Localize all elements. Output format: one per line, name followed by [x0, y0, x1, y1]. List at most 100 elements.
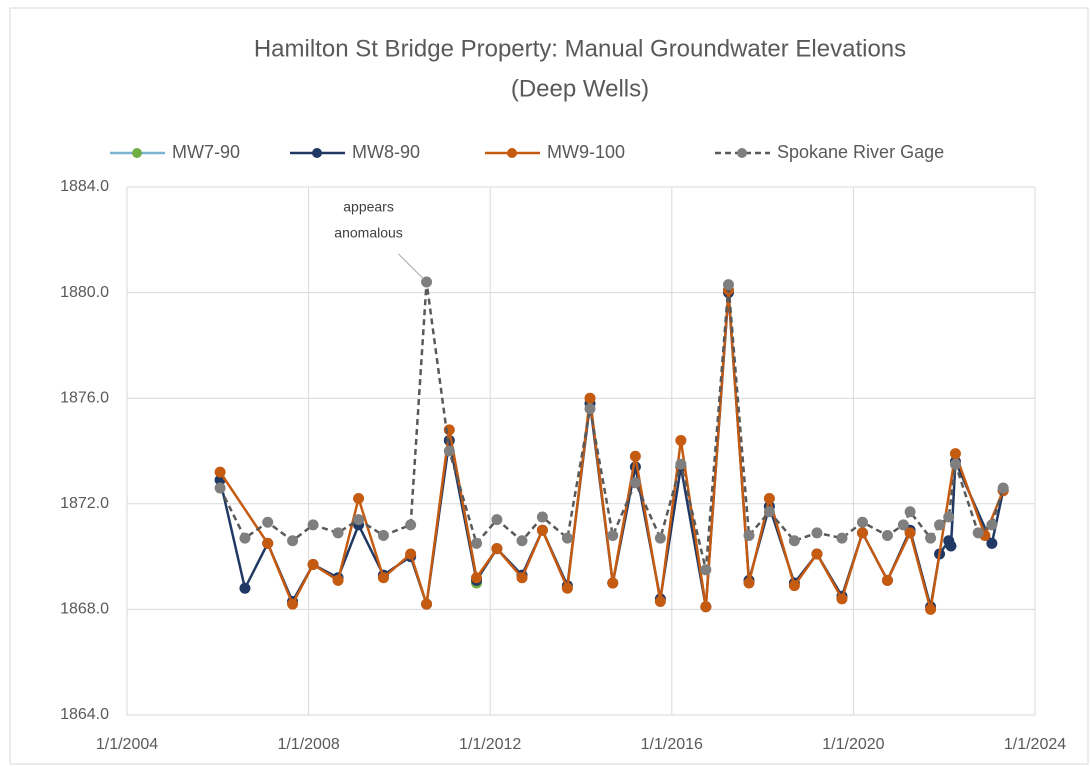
- data-point: [763, 493, 775, 505]
- legend-marker: [312, 148, 322, 158]
- legend-label: Spokane River Gage: [777, 142, 944, 162]
- data-point: [743, 529, 755, 541]
- data-point: [654, 532, 666, 544]
- data-point: [516, 535, 528, 547]
- data-point: [949, 448, 961, 460]
- x-tick-label: 1/1/2012: [459, 736, 521, 753]
- data-point: [607, 577, 619, 589]
- legend-marker: [737, 148, 747, 158]
- data-point: [788, 535, 800, 547]
- y-tick-label: 1868.0: [60, 601, 109, 618]
- data-point: [471, 537, 483, 549]
- x-tick-label: 1/1/2016: [641, 736, 703, 753]
- x-tick-label: 1/1/2020: [822, 736, 884, 753]
- series-line: [219, 289, 1005, 610]
- data-point: [239, 532, 251, 544]
- data-point: [287, 598, 299, 610]
- data-point: [629, 450, 641, 462]
- data-point: [836, 593, 848, 605]
- data-point: [536, 524, 548, 536]
- data-point: [836, 532, 848, 544]
- data-point: [904, 506, 916, 518]
- chart-title: (Deep Wells): [511, 75, 649, 102]
- y-tick-label: 1864.0: [60, 706, 109, 723]
- chart-frame: [9, 7, 1089, 765]
- data-point: [904, 527, 916, 539]
- data-point: [443, 445, 455, 457]
- data-point: [421, 598, 433, 610]
- data-point: [700, 564, 712, 576]
- data-point: [405, 519, 417, 531]
- data-point: [811, 527, 823, 539]
- x-tick-label: 1/1/2004: [96, 736, 158, 753]
- legend-label: MW7-90: [172, 142, 240, 162]
- data-point: [654, 595, 666, 607]
- x-tick-label: 1/1/2008: [277, 736, 339, 753]
- data-point: [675, 434, 687, 446]
- legend-marker: [507, 148, 517, 158]
- data-point: [934, 519, 946, 531]
- chart-title: Hamilton St Bridge Property: Manual Grou…: [254, 35, 906, 62]
- data-point: [925, 603, 937, 615]
- y-tick-label: 1876.0: [60, 389, 109, 406]
- data-point: [561, 532, 573, 544]
- data-point: [307, 559, 319, 571]
- data-point: [607, 529, 619, 541]
- data-point: [239, 582, 251, 594]
- x-tick-label: 1/1/2024: [1004, 736, 1066, 753]
- data-point: [405, 548, 417, 560]
- data-point: [332, 527, 344, 539]
- data-point: [925, 532, 937, 544]
- data-point: [811, 548, 823, 560]
- y-tick-label: 1884.0: [60, 178, 109, 195]
- data-point: [353, 514, 365, 526]
- y-tick-label: 1880.0: [60, 284, 109, 301]
- data-point: [700, 601, 712, 613]
- data-point: [214, 466, 226, 478]
- data-point: [516, 572, 528, 584]
- legend-marker: [132, 148, 142, 158]
- data-point: [997, 482, 1009, 494]
- data-point: [287, 535, 299, 547]
- data-point: [763, 506, 775, 518]
- data-point: [536, 511, 548, 523]
- data-point: [332, 574, 344, 586]
- data-point: [743, 577, 755, 589]
- y-tick-label: 1872.0: [60, 495, 109, 512]
- data-point: [629, 477, 641, 489]
- annotation: anomalous: [334, 225, 403, 241]
- data-point: [943, 511, 955, 523]
- data-point: [897, 519, 909, 531]
- data-point: [377, 572, 389, 584]
- data-point: [881, 529, 893, 541]
- legend-label: MW8-90: [352, 142, 420, 162]
- annotation: appears: [343, 199, 394, 215]
- data-point: [788, 580, 800, 592]
- data-point: [584, 403, 596, 415]
- data-point: [675, 458, 687, 470]
- series-line: [218, 281, 1005, 571]
- data-point: [945, 540, 957, 552]
- data-point: [972, 527, 984, 539]
- data-point: [491, 514, 503, 526]
- data-point: [949, 458, 961, 470]
- data-point: [262, 516, 274, 528]
- data-point: [561, 582, 573, 594]
- data-point: [491, 543, 503, 555]
- data-point: [584, 392, 596, 404]
- data-point: [986, 537, 998, 549]
- data-point: [722, 279, 734, 291]
- data-point: [307, 519, 319, 531]
- data-point: [881, 574, 893, 586]
- data-point: [262, 537, 274, 549]
- data-point: [353, 493, 365, 505]
- legend-label: MW9-100: [547, 142, 625, 162]
- data-point: [214, 482, 226, 494]
- data-point: [377, 529, 389, 541]
- data-point: [986, 519, 998, 531]
- data-point: [471, 572, 483, 584]
- data-point: [856, 527, 868, 539]
- annotation-leader: [398, 253, 424, 280]
- data-point: [856, 516, 868, 528]
